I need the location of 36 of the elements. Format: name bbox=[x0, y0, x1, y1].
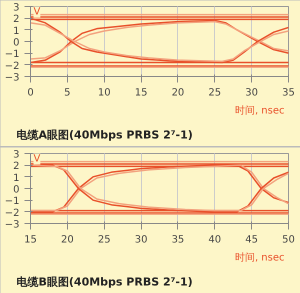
y-tick-label: −3 bbox=[4, 72, 20, 84]
x-tick-label: 20 bbox=[60, 234, 74, 246]
y-tick-label: −1 bbox=[4, 49, 20, 60]
y-tick-label: 0 bbox=[13, 184, 20, 196]
x-tick-label: 35 bbox=[282, 88, 295, 98]
x-tick-label: 20 bbox=[172, 88, 184, 98]
y-tick-label: −1 bbox=[4, 196, 20, 208]
y-tick-label: 3 bbox=[13, 2, 20, 14]
x-tick-label: 5 bbox=[64, 88, 71, 98]
y-tick-label: −2 bbox=[4, 60, 20, 72]
x-axis-title: 时间, nsec bbox=[234, 104, 285, 116]
y-tick-label: 1 bbox=[13, 26, 20, 37]
y-tick-label: 2 bbox=[13, 14, 20, 26]
y-tick-label: −2 bbox=[4, 208, 20, 219]
x-tick-label: 10 bbox=[98, 88, 111, 98]
y-axis-title: V bbox=[34, 154, 40, 164]
y-tick-label: −3 bbox=[4, 220, 20, 230]
x-tick-label: 25 bbox=[208, 88, 222, 98]
x-tick-label: 40 bbox=[208, 234, 222, 246]
x-tick-label: 15 bbox=[134, 88, 148, 98]
y-axis-title: V bbox=[34, 6, 40, 18]
x-tick-label: 50 bbox=[282, 234, 295, 246]
y-tick-label: 1 bbox=[13, 172, 20, 184]
x-axis-title: 时间, nsec bbox=[234, 252, 285, 264]
x-tick-label: 25 bbox=[98, 234, 111, 246]
x-tick-label: 30 bbox=[134, 234, 148, 246]
y-tick-label: 2 bbox=[13, 161, 20, 172]
x-tick-label: 30 bbox=[245, 88, 258, 98]
x-tick-label: 0 bbox=[27, 88, 34, 98]
y-tick-label: 3 bbox=[13, 150, 20, 160]
x-tick-label: 35 bbox=[172, 234, 184, 246]
text: 电缆A眼图(40Mbps PRBS 2⁷-1) bbox=[16, 128, 193, 142]
text: 电缆B眼图(40Mbps PRBS 2⁷-1) bbox=[16, 276, 193, 288]
x-tick-label: 15 bbox=[24, 234, 37, 246]
y-tick-label: 0 bbox=[13, 38, 20, 48]
x-tick-label: 45 bbox=[245, 234, 258, 246]
